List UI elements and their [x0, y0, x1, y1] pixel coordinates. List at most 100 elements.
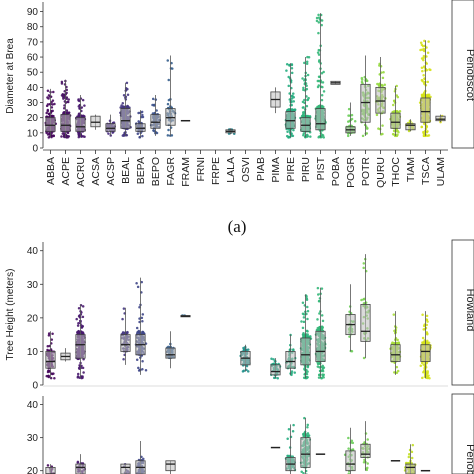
data-point — [81, 376, 84, 380]
data-point — [391, 132, 395, 136]
data-point — [318, 104, 321, 108]
data-point — [82, 371, 85, 374]
y-tick-label: 40 — [27, 246, 39, 257]
data-point — [317, 16, 321, 19]
data-point — [322, 70, 325, 74]
data-point — [301, 113, 305, 116]
data-point — [306, 309, 310, 313]
data-point — [126, 93, 130, 96]
data-point — [289, 435, 293, 439]
data-point — [397, 341, 400, 344]
data-point — [351, 441, 355, 445]
data-point — [81, 305, 85, 308]
y-tick-label: 20 — [27, 113, 39, 124]
data-point — [142, 457, 145, 461]
data-point — [63, 104, 66, 107]
data-point — [290, 63, 294, 66]
data-point — [77, 112, 81, 115]
data-point — [287, 84, 290, 88]
box-iqr — [300, 117, 311, 132]
x-tick-label: LALA — [225, 157, 237, 183]
data-point — [429, 95, 432, 99]
data-point — [423, 82, 426, 86]
panel-caption: (a) — [228, 217, 247, 236]
data-point — [155, 109, 158, 112]
data-point — [320, 72, 324, 75]
box-iqr — [300, 437, 311, 468]
data-point — [77, 133, 80, 136]
data-point — [420, 125, 423, 129]
data-point — [365, 127, 369, 130]
data-point — [79, 115, 83, 118]
data-point — [320, 23, 323, 27]
data-point — [305, 84, 308, 87]
data-point — [291, 430, 295, 433]
data-point — [306, 423, 310, 427]
data-point — [45, 111, 48, 115]
x-tick-label: BEPA — [135, 157, 147, 184]
box-iqr — [45, 466, 56, 474]
data-point — [141, 319, 144, 323]
data-point — [141, 330, 145, 334]
data-point — [423, 39, 426, 43]
data-point — [121, 102, 125, 105]
data-point — [392, 129, 396, 133]
box-iqr — [105, 123, 116, 132]
x-tick-label: THOC — [390, 157, 402, 187]
data-point — [305, 60, 309, 63]
data-point — [318, 369, 322, 373]
data-point — [301, 100, 305, 104]
data-point — [67, 98, 70, 101]
data-point — [302, 86, 305, 90]
data-point — [321, 81, 325, 84]
data-point — [122, 94, 126, 97]
data-point — [421, 376, 424, 380]
box-iqr — [315, 108, 326, 131]
data-point — [287, 75, 290, 79]
data-point — [375, 113, 379, 117]
data-point — [122, 105, 125, 108]
data-point — [292, 108, 296, 112]
data-point — [302, 320, 306, 324]
data-point — [306, 317, 309, 321]
data-point — [320, 287, 324, 290]
data-point — [346, 134, 350, 138]
data-point — [420, 95, 424, 98]
data-point — [286, 437, 289, 440]
box-iqr — [405, 463, 416, 474]
data-point — [429, 68, 432, 72]
data-point — [423, 363, 427, 366]
x-tick-label: FRAM — [180, 157, 192, 187]
data-point — [76, 324, 80, 327]
data-point — [63, 135, 66, 139]
data-point — [65, 88, 69, 92]
data-point — [170, 134, 174, 137]
data-point — [351, 448, 355, 451]
x-tick-label: ACPE — [60, 157, 72, 186]
data-point — [408, 448, 412, 452]
x-tick-label: ULAM — [435, 157, 447, 186]
data-point — [320, 98, 324, 102]
x-tick-label: BEPO — [150, 157, 162, 186]
data-point — [272, 358, 275, 361]
data-point — [426, 80, 430, 84]
data-point — [392, 313, 396, 316]
data-point — [395, 371, 399, 374]
data-point — [347, 447, 350, 450]
box-iqr — [375, 86, 386, 114]
data-point — [76, 460, 80, 464]
data-point — [321, 85, 324, 89]
data-point — [302, 132, 306, 135]
data-point — [395, 365, 399, 369]
y-tick-label: 80 — [27, 22, 39, 33]
data-point — [81, 98, 85, 102]
data-point — [287, 135, 291, 139]
box-iqr — [120, 108, 131, 129]
x-tick-label: FRNI — [195, 157, 207, 182]
data-point — [317, 136, 320, 139]
data-point — [135, 326, 139, 330]
x-tick-label: PIST — [315, 156, 327, 180]
data-point — [46, 370, 50, 374]
y-tick-label: 0 — [32, 381, 38, 392]
